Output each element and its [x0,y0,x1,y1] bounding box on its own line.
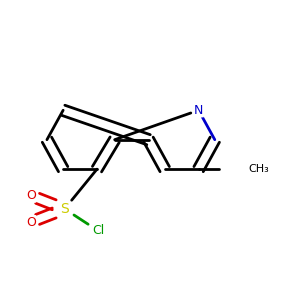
Text: O: O [26,216,36,229]
Text: Cl: Cl [92,224,105,238]
Text: S: S [60,202,69,216]
Text: O: O [26,189,36,202]
Text: N: N [194,104,203,117]
Text: CH₃: CH₃ [249,164,269,174]
